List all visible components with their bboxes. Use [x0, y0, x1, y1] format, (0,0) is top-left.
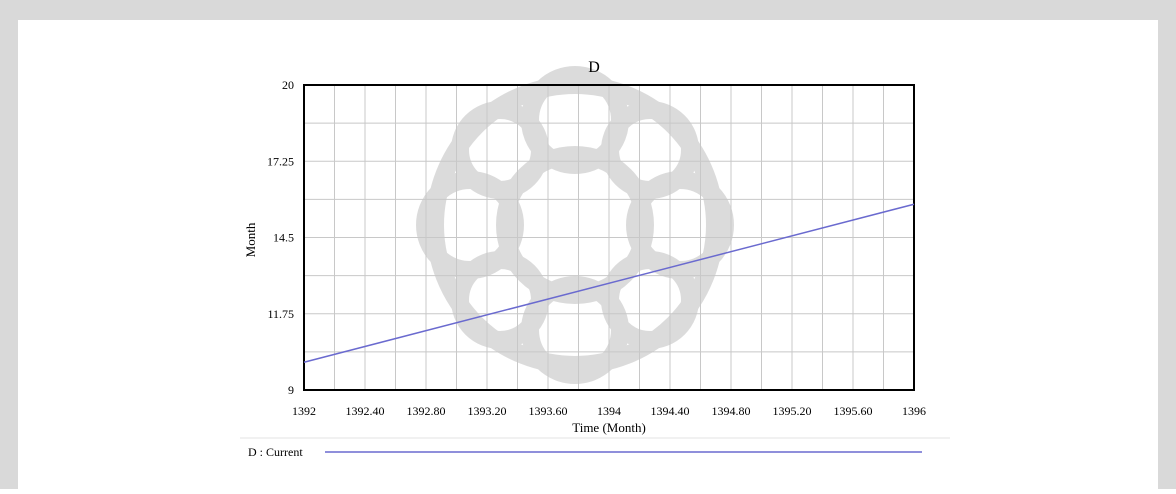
x-axis-label: Time (Month)	[572, 420, 646, 435]
grid	[304, 85, 914, 390]
x-axis-ticks: 1392 1392.40 1392.80 1393.20 1393.60 1394 1394…	[292, 404, 926, 418]
watermark-emblem	[416, 66, 734, 384]
x-tick-label: 1393.60	[529, 404, 568, 418]
x-tick-label: 1392.40	[346, 404, 385, 418]
y-tick-label: 11.75	[267, 307, 294, 321]
x-tick-label: 1394	[597, 404, 621, 418]
figure-panel	[18, 20, 1158, 489]
x-tick-label: 1395.20	[773, 404, 812, 418]
y-tick-label: 20	[282, 78, 294, 92]
y-axis-label: Month	[243, 222, 258, 257]
y-tick-label: 14.5	[273, 231, 294, 245]
legend: D : Current	[240, 437, 950, 459]
x-tick-label: 1394.40	[651, 404, 690, 418]
x-tick-label: 1394.80	[712, 404, 751, 418]
x-tick-label: 1392.80	[407, 404, 446, 418]
plot-area-border	[303, 84, 915, 391]
y-tick-label: 17.25	[267, 154, 294, 168]
chart-title: D	[588, 59, 600, 76]
x-tick-label: 1396	[902, 404, 926, 418]
series-line-d-current	[303, 203, 915, 363]
series-layer	[303, 203, 915, 363]
x-tick-label: 1393.20	[468, 404, 507, 418]
y-tick-label: 9	[288, 383, 294, 397]
legend-label: D : Current	[248, 445, 303, 459]
y-axis-ticks: 9 11.75 14.5 17.25 20	[267, 78, 294, 397]
x-tick-label: 1392	[292, 404, 316, 418]
x-tick-label: 1395.60	[834, 404, 873, 418]
